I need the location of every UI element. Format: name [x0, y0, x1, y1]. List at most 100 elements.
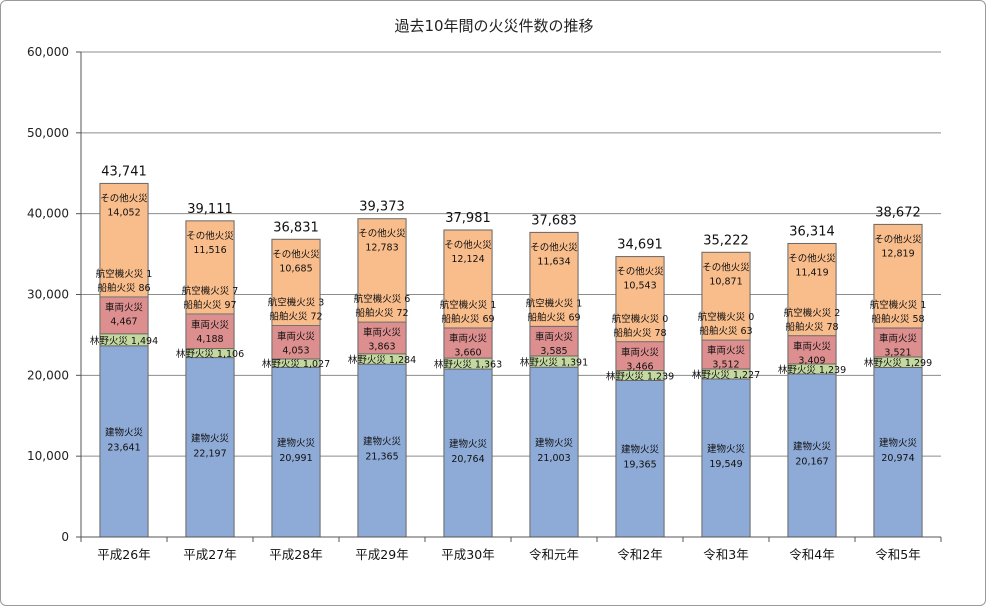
y-tick-label: 0	[61, 530, 69, 544]
segment-value-label: 11,634	[537, 256, 570, 267]
segment-value-label: 3,512	[712, 360, 739, 371]
segment-name-label: 建物火災	[879, 437, 918, 449]
aircraft-label: 航空機火災 2	[784, 307, 841, 319]
segment-value-label: 11,516	[193, 245, 226, 256]
segment-value-label: 3,863	[368, 342, 395, 353]
segment-value-label: 20,167	[795, 456, 828, 467]
segment-value-label: 3,585	[540, 346, 567, 357]
segment-value-label: 12,819	[881, 248, 914, 259]
ship-label: 船舶火災 86	[97, 282, 150, 294]
total-label: 34,691	[617, 238, 663, 253]
ship-label: 船舶火災 69	[527, 311, 580, 323]
segment-name-label: その他火災	[616, 266, 664, 278]
aircraft-label: 航空機火災 6	[354, 293, 411, 305]
segment-name-label: 建物火災	[363, 436, 402, 448]
segment-name-label: 建物火災	[105, 426, 144, 438]
segment-value-label: 14,052	[107, 207, 140, 218]
aircraft-label: 航空機火災 1	[96, 268, 153, 280]
category-label: 平成28年	[269, 547, 322, 562]
segment-value-label: 19,549	[709, 459, 742, 470]
segment-value-label: 3,660	[454, 348, 481, 359]
segment-name-label: その他火災	[272, 248, 320, 260]
segment-name-label: 建物火災	[621, 444, 660, 456]
segment-value-label: 4,467	[110, 317, 137, 328]
segment-value-label: 3,521	[884, 347, 911, 358]
total-label: 43,741	[101, 164, 147, 179]
aircraft-label: 航空機火災 1	[526, 297, 583, 309]
total-label: 37,981	[445, 211, 491, 226]
segment-name-label: 車両火災	[449, 333, 488, 345]
y-tick-label: 40,000	[27, 207, 69, 221]
segment-value-label: 23,641	[107, 442, 140, 453]
segment-name-label: その他火災	[530, 241, 578, 253]
segment-name-label: 車両火災	[621, 346, 660, 358]
segment-name-label: 建物火災	[793, 440, 832, 452]
segment-value-label: 22,197	[193, 448, 226, 459]
ship-label: 船舶火災 78	[613, 327, 666, 339]
segment-value-label: 4,188	[196, 334, 223, 345]
bar-segment	[100, 346, 148, 537]
bar-segment	[874, 367, 922, 537]
category-label: 平成27年	[183, 547, 236, 562]
segment-name-label: その他火災	[186, 230, 234, 242]
aircraft-label: 航空機火災 1	[870, 299, 927, 311]
category-label: 令和2年	[617, 547, 662, 562]
y-tick-label: 50,000	[27, 126, 69, 140]
segment-name-label: 建物火災	[191, 432, 230, 444]
segment-name-label: その他火災	[702, 261, 750, 273]
bar-segment	[702, 379, 750, 537]
y-tick-label: 30,000	[27, 288, 69, 302]
category-label: 令和3年	[703, 547, 748, 562]
forest-label: 林野火災 1,391	[520, 357, 588, 369]
segment-name-label: 車両火災	[105, 302, 144, 314]
aircraft-label: 航空機火災 0	[612, 313, 669, 325]
segment-name-label: 建物火災	[277, 437, 316, 449]
segment-name-label: その他火災	[358, 228, 406, 240]
ship-label: 船舶火災 72	[269, 311, 322, 323]
bar-segment	[272, 367, 320, 537]
category-label: 令和4年	[789, 547, 834, 562]
aircraft-label: 航空機火災 3	[268, 297, 325, 309]
segment-value-label: 20,764	[451, 454, 484, 465]
segment-value-label: 3,409	[798, 355, 825, 366]
aircraft-label: 航空機火災 7	[182, 285, 239, 297]
category-label: 令和元年	[529, 547, 579, 562]
segment-value-label: 21,003	[537, 453, 570, 464]
category-label: 平成26年	[97, 547, 150, 562]
bar-segment	[186, 358, 234, 537]
segment-name-label: その他火災	[874, 233, 922, 245]
segment-name-label: 車両火災	[535, 331, 574, 343]
total-label: 39,111	[187, 202, 233, 217]
bar-segment	[358, 364, 406, 537]
segment-value-label: 4,053	[282, 345, 309, 356]
total-label: 36,314	[789, 224, 835, 239]
ship-label: 船舶火災 58	[871, 313, 924, 325]
segment-name-label: その他火災	[444, 239, 492, 251]
segment-name-label: 車両火災	[793, 340, 832, 352]
total-label: 39,373	[359, 200, 405, 215]
ship-label: 船舶火災 72	[355, 307, 408, 319]
total-label: 36,831	[273, 220, 319, 235]
segment-name-label: 車両火災	[707, 345, 746, 357]
aircraft-label: 航空機火災 1	[440, 299, 497, 311]
segment-name-label: 車両火災	[191, 319, 230, 331]
ship-label: 船舶火災 97	[183, 299, 236, 311]
segment-value-label: 3,466	[626, 361, 653, 372]
chart-title: 過去10年間の火災件数の推移	[394, 17, 593, 35]
bar-segment	[444, 369, 492, 537]
category-label: 平成30年	[441, 547, 494, 562]
y-tick-label: 20,000	[27, 368, 69, 382]
segment-name-label: 車両火災	[363, 327, 402, 339]
bar-segment	[530, 367, 578, 537]
segment-name-label: その他火災	[100, 192, 148, 204]
segment-name-label: 建物火災	[707, 443, 746, 455]
aircraft-label: 航空機火災 0	[698, 311, 755, 323]
total-label: 35,222	[703, 233, 749, 248]
segment-value-label: 21,365	[365, 452, 398, 463]
total-label: 38,672	[875, 205, 921, 220]
segment-value-label: 20,991	[279, 453, 312, 464]
category-label: 令和5年	[875, 547, 920, 562]
segment-value-label: 12,783	[365, 243, 398, 254]
segment-value-label: 20,974	[881, 453, 914, 464]
